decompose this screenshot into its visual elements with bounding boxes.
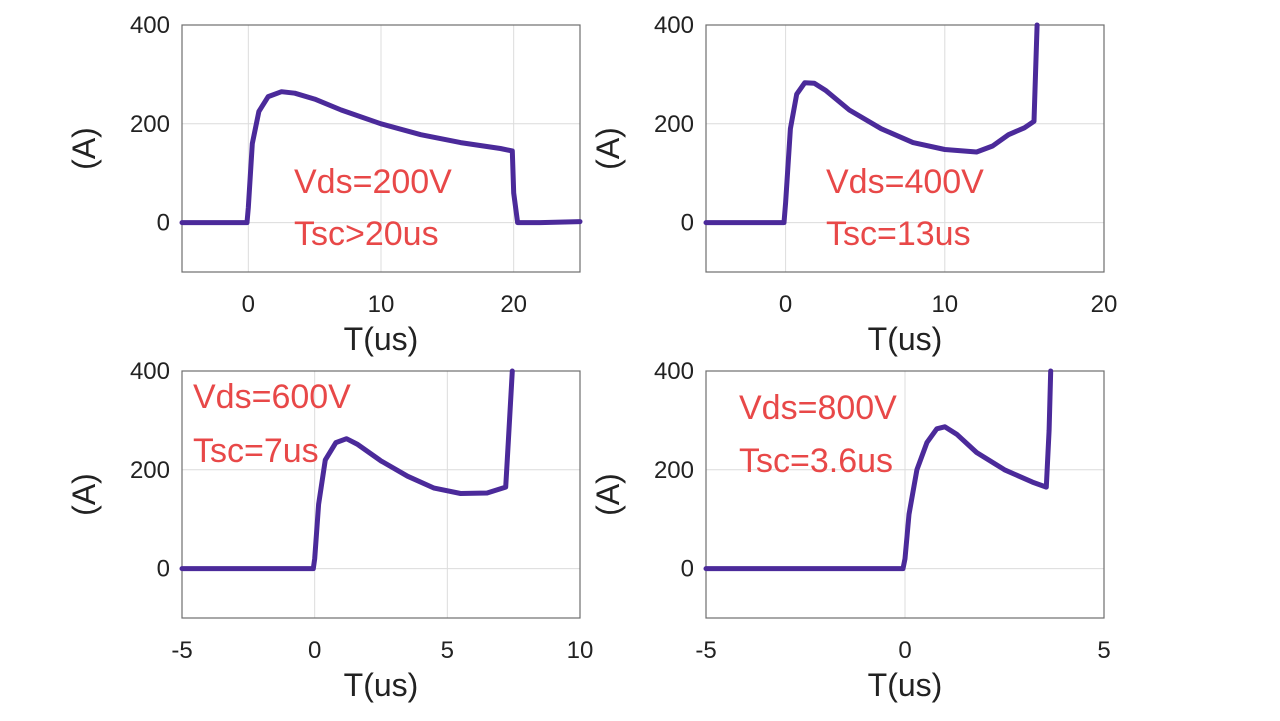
- y-tick-label: 400: [654, 12, 694, 39]
- current-trace: [703, 22, 1040, 226]
- plot-frame: [705, 24, 1105, 273]
- y-axis-label: (A): [66, 127, 102, 170]
- x-tick-label: 20: [1091, 291, 1118, 318]
- tsc-annotation: Tsc>20us: [294, 215, 439, 253]
- x-tick-label: 0: [308, 637, 321, 664]
- y-tick-label: 0: [157, 556, 170, 583]
- subplot-4: -5 0 5 0 200 400 T(us) (A) Vds=800V Tsc=3.6us: [590, 358, 1111, 703]
- plot-frame: [181, 370, 581, 619]
- y-tick-label: 200: [130, 457, 170, 484]
- x-tick-label: 0: [242, 291, 255, 318]
- vds-annotation: Vds=600V: [193, 378, 351, 416]
- x-tick-label: 10: [368, 291, 395, 318]
- tsc-annotation: Tsc=7us: [193, 432, 319, 470]
- plot-frame: [181, 24, 581, 273]
- y-tick-label: 0: [157, 210, 170, 237]
- y-tick-label: 200: [654, 111, 694, 138]
- subplot-3: -5 0 5 10 0 200 400 T(us) (A) Vds=600V Tsc=7us: [66, 358, 593, 703]
- vds-annotation: Vds=800V: [739, 389, 897, 427]
- x-tick-label: 10: [931, 291, 958, 318]
- current-trace: [179, 368, 515, 572]
- y-tick-label: 0: [681, 556, 694, 583]
- x-tick-label: 0: [898, 637, 911, 664]
- y-tick-label: 200: [654, 457, 694, 484]
- y-axis-label: (A): [590, 127, 626, 170]
- current-trace: [179, 89, 583, 226]
- x-tick-label: -5: [171, 637, 192, 664]
- x-axis-label: T(us): [344, 321, 419, 357]
- tsc-annotation: Tsc=3.6us: [739, 442, 893, 480]
- x-tick-label: 5: [1097, 637, 1110, 664]
- y-tick-label: 400: [130, 358, 170, 385]
- y-tick-label: 0: [681, 210, 694, 237]
- x-axis-label: T(us): [868, 667, 943, 703]
- x-axis-label: T(us): [344, 667, 419, 703]
- y-axis-label: (A): [590, 473, 626, 516]
- vds-annotation: Vds=400V: [826, 163, 984, 201]
- plot-frame: [705, 370, 1105, 619]
- x-tick-label: 0: [779, 291, 792, 318]
- y-axis-label: (A): [66, 473, 102, 516]
- x-tick-label: 5: [441, 637, 454, 664]
- x-tick-label: 10: [567, 637, 594, 664]
- y-tick-label: 400: [130, 12, 170, 39]
- current-trace: [703, 368, 1054, 572]
- y-tick-label: 200: [130, 111, 170, 138]
- x-tick-label: 20: [500, 291, 527, 318]
- vds-annotation: Vds=200V: [294, 163, 452, 201]
- x-tick-label: -5: [695, 637, 716, 664]
- x-axis-label: T(us): [868, 321, 943, 357]
- y-tick-label: 400: [654, 358, 694, 385]
- tsc-annotation: Tsc=13us: [826, 215, 971, 253]
